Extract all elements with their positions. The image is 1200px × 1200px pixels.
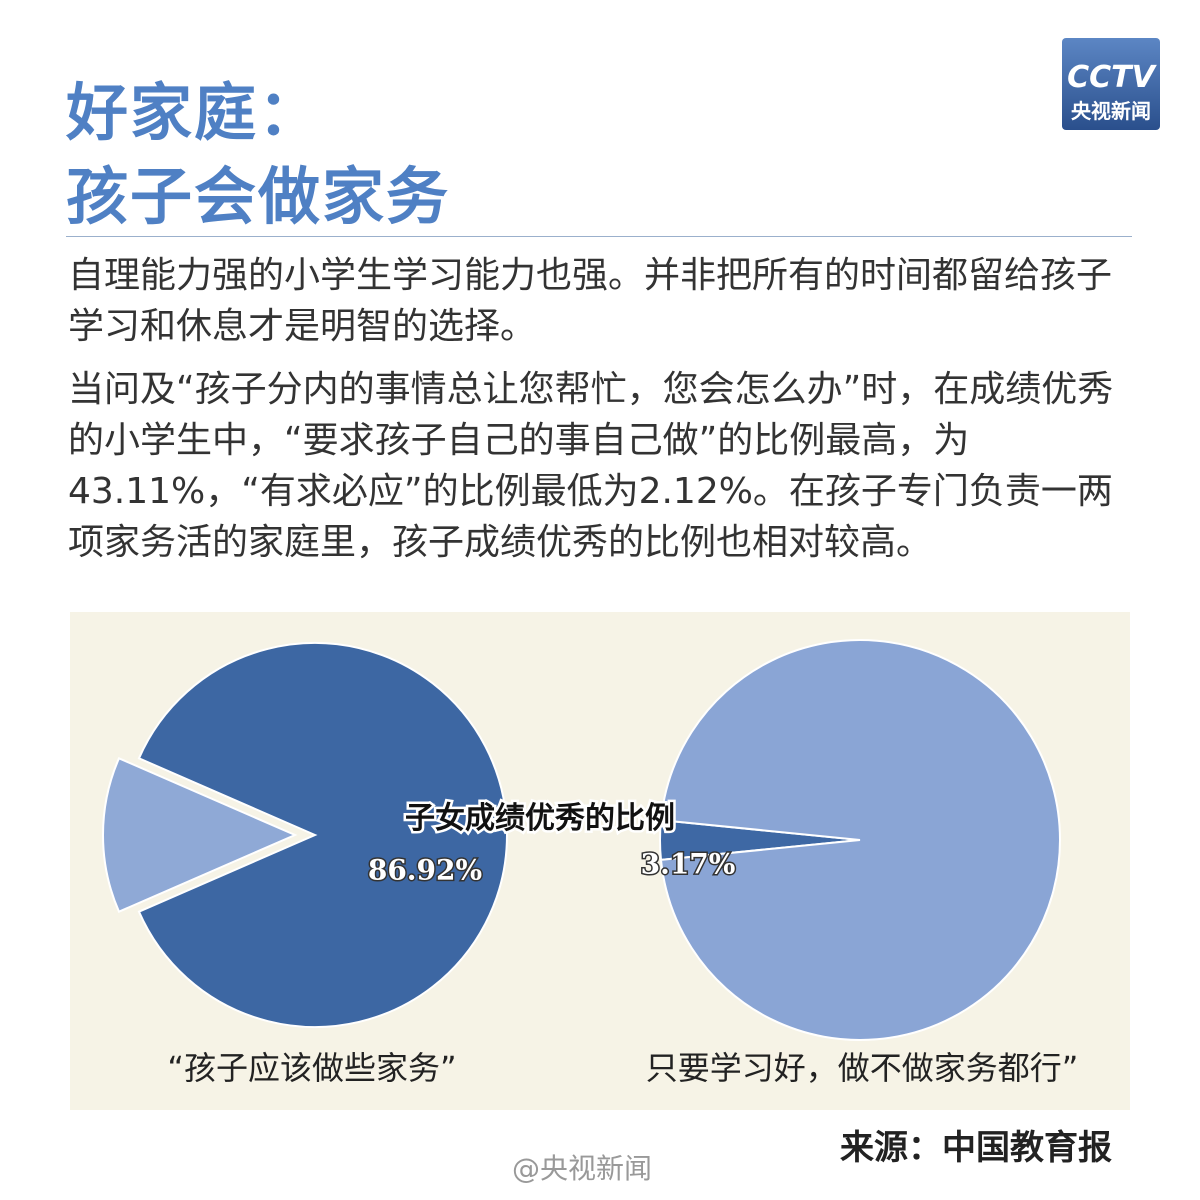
logo: CCTV 央视新闻 <box>1062 38 1160 130</box>
pie-slice <box>137 642 508 1028</box>
value-label: 3.17% <box>641 848 736 881</box>
chart-caption: “孩子应该做些家务” <box>167 1049 456 1087</box>
chart-caption: 只要学习好，做不做家务都行” <box>646 1049 1079 1087</box>
source: 来源：中国教育报 <box>840 1128 1112 1168</box>
logo-bottom: 央视新闻 <box>1071 99 1151 123</box>
watermark: @央视新闻 <box>512 1152 652 1185</box>
paragraph: 自理能力强的小学生学习能力也强。并非把所有的时间都留给孩子学习和休息才是明智的选… <box>68 255 1113 347</box>
title-line: 好家庭： <box>66 76 323 149</box>
chart-title: 子女成绩优秀的比例 <box>405 801 675 836</box>
pie-slice <box>102 756 298 914</box>
logo-top: CCTV <box>1067 60 1155 95</box>
title-line: 孩子会做家务 <box>66 160 451 233</box>
paragraph: 当问及“孩子分内的事情总让您帮忙，您会怎么办”时，在成绩优秀的小学生中，“要求孩… <box>68 369 1114 563</box>
chart-background <box>70 612 1130 1110</box>
divider <box>66 236 1132 237</box>
pie-slice <box>659 639 1061 1041</box>
value-label: 86.92% <box>368 854 482 887</box>
pie-slice <box>659 819 861 861</box>
